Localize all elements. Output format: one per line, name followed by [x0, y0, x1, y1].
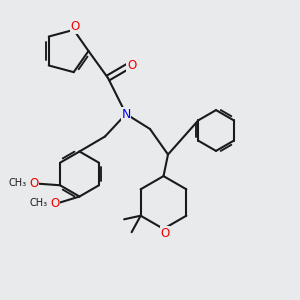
- Text: O: O: [160, 227, 169, 240]
- Text: O: O: [127, 59, 136, 72]
- Text: CH₃: CH₃: [29, 198, 47, 208]
- Text: N: N: [121, 107, 131, 121]
- Text: O: O: [29, 177, 38, 190]
- Text: CH₃: CH₃: [8, 178, 26, 188]
- Text: O: O: [50, 197, 59, 210]
- Text: O: O: [70, 20, 80, 33]
